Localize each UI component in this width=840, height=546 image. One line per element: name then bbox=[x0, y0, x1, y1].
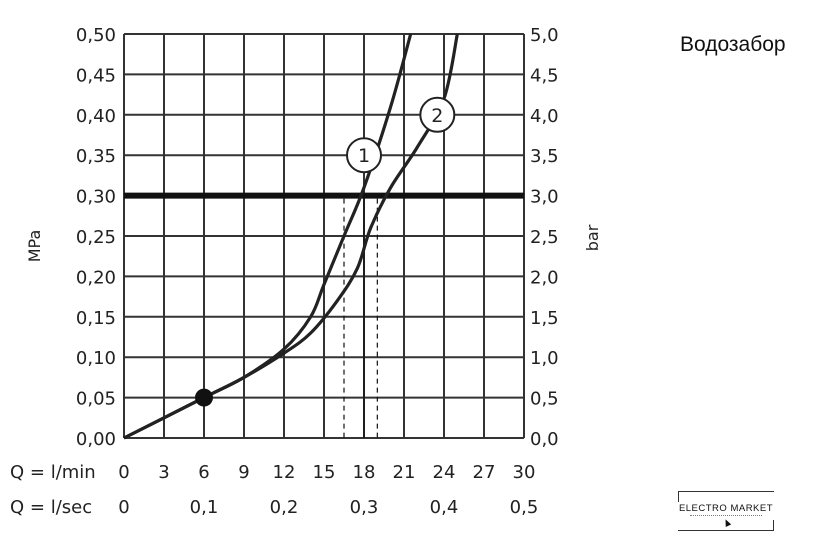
y-right-tick-label: 2,0 bbox=[530, 267, 559, 288]
y-left-tick-label: 0,35 bbox=[76, 146, 116, 167]
cursor-icon bbox=[722, 518, 732, 527]
x-tick-label: 3 bbox=[158, 462, 169, 483]
x-tick-label: 15 bbox=[313, 462, 336, 483]
y-right-tick-label: 1,5 bbox=[530, 308, 559, 329]
x-tick-label: 18 bbox=[353, 462, 376, 483]
y-left-tick-label: 0,25 bbox=[76, 227, 116, 248]
y-right-tick-label: 0,0 bbox=[530, 429, 559, 450]
x-tick-label: 12 bbox=[273, 462, 296, 483]
y-left-tick-label: 0,00 bbox=[76, 429, 116, 450]
grid bbox=[123, 33, 525, 439]
y-right-tick-label: 2,5 bbox=[530, 227, 559, 248]
y-right-tick-label: 3,0 bbox=[530, 187, 559, 208]
y-right-tick-label: 1,0 bbox=[530, 348, 559, 369]
marker-point bbox=[195, 388, 213, 407]
y-right-tick-label: 4,5 bbox=[530, 65, 559, 86]
y-left-tick-label: 0,20 bbox=[76, 267, 116, 288]
x-tick-label: 0 bbox=[118, 462, 129, 483]
x-tick-label: 24 bbox=[433, 462, 456, 483]
x-tick-label: 9 bbox=[238, 462, 249, 483]
electro-market-logo: ELECTRO MARKET bbox=[678, 491, 774, 531]
x-row-label-1: Q = l/sec bbox=[10, 497, 92, 518]
series-lines bbox=[123, 33, 459, 440]
x-tick-label: 0,3 bbox=[350, 497, 379, 518]
y-left-tick-label: 0,50 bbox=[76, 25, 116, 46]
y-right-ticks: 0,0 0,5 1,0 1,5 2,0 2,5 3,0 3,5 4,0 4,5 5,0 bbox=[530, 25, 559, 450]
series-line-2 bbox=[123, 33, 459, 440]
series-label-circle-1 bbox=[346, 137, 382, 174]
logo-underline bbox=[690, 515, 762, 518]
y-right-axis-label: bar bbox=[583, 224, 602, 251]
x-tick-label: 21 bbox=[393, 462, 416, 483]
y-left-tick-label: 0,30 bbox=[76, 187, 116, 208]
y-left-tick-label: 0,45 bbox=[76, 65, 116, 86]
y-right-tick-label: 5,0 bbox=[530, 25, 559, 46]
y-left-tick-label: 0,10 bbox=[76, 348, 116, 369]
y-left-axis-label: MPa bbox=[25, 230, 44, 263]
x-tick-label: 0,2 bbox=[270, 497, 299, 518]
y-right-tick-label: 4,0 bbox=[530, 106, 559, 127]
series-label-2: 2 bbox=[431, 105, 443, 127]
x-tick-label: 0,5 bbox=[510, 497, 539, 518]
x-tick-label: 0,1 bbox=[190, 497, 219, 518]
series-label-1: 1 bbox=[358, 145, 370, 167]
x-tick-label: 0,4 bbox=[430, 497, 459, 518]
y-left-tick-label: 0,05 bbox=[76, 389, 116, 410]
x-axis-rows: Q = l/min 0 3 6 9 12 15 18 21 24 27 30 Q = l/sec 0 0,1… bbox=[10, 462, 538, 518]
y-right-tick-label: 0,5 bbox=[530, 389, 559, 410]
y-left-ticks: 0,00 0,05 0,10 0,15 0,20 0,25 0,30 0,35 0,40 0,45… bbox=[76, 25, 116, 450]
x-tick-label: 6 bbox=[198, 462, 209, 483]
y-left-tick-label: 0,15 bbox=[76, 308, 116, 329]
page-title: Водозабор bbox=[680, 33, 786, 56]
y-left-tick-label: 0,40 bbox=[76, 106, 116, 127]
drop-lines bbox=[343, 198, 378, 438]
x-row-label-0: Q = l/min bbox=[10, 462, 96, 483]
x-tick-label: 27 bbox=[473, 462, 496, 483]
series-label-circle-2 bbox=[419, 96, 456, 133]
logo-text: ELECTRO MARKET bbox=[678, 503, 774, 514]
series-labels: 12 bbox=[346, 96, 456, 174]
x-tick-label: 0 bbox=[118, 497, 129, 518]
x-tick-label: 30 bbox=[513, 462, 536, 483]
y-right-tick-label: 3,5 bbox=[530, 146, 559, 167]
